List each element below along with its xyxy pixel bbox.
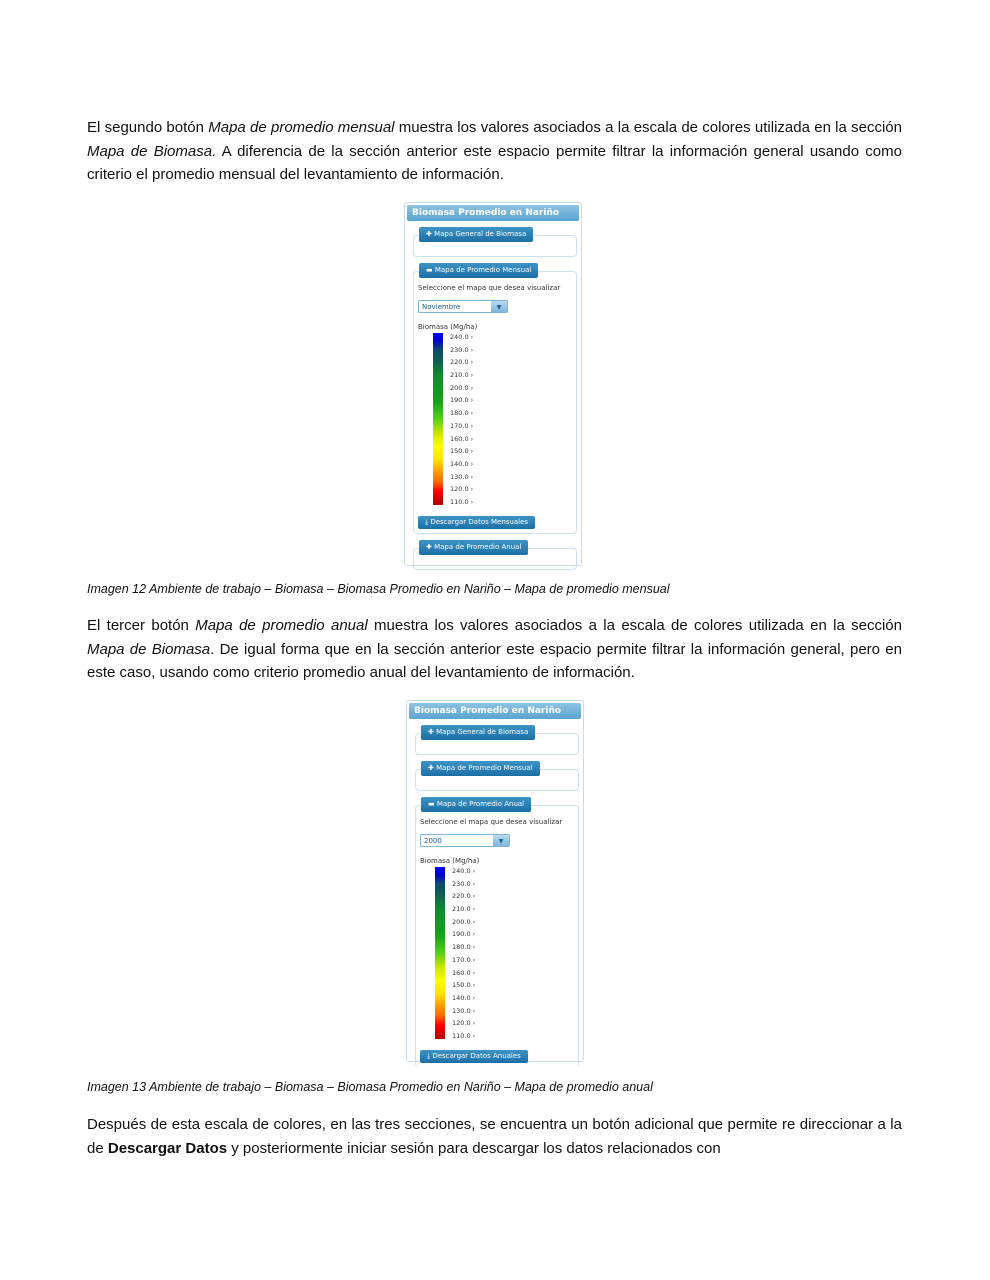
download-mensual-button[interactable]: ⤓ Descargar Datos Mensuales <box>418 516 536 529</box>
scale-tick-label: 110.0 › <box>452 1031 476 1040</box>
scale-tick-label: 180.0 › <box>450 409 474 418</box>
scale-tick-label: 170.0 › <box>452 955 476 964</box>
section-mensual: ▬ Mapa de Promedio Mensual Seleccione el… <box>413 263 577 534</box>
select-prompt: Seleccione el mapa que desea visualizar <box>418 284 561 292</box>
scale-tick-label: 120.0 › <box>452 1019 476 1028</box>
month-select[interactable]: Noviembre ▼ <box>418 300 508 313</box>
section-anual: ✚ Mapa de Promedio Anual <box>413 540 577 570</box>
scale-tick-label: 140.0 › <box>450 459 474 468</box>
scale-tick-label: 230.0 › <box>450 345 474 354</box>
color-scale-bar <box>433 333 443 505</box>
scale-tick-label: 190.0 › <box>450 396 474 405</box>
scale-tick-label: 160.0 › <box>452 968 476 977</box>
scale-tick-label: 110.0 › <box>450 497 474 506</box>
panel-title: Biomasa Promedio en Nariño <box>409 703 581 719</box>
scale-tick-label: 210.0 › <box>452 905 476 914</box>
section-anual: ▬ Mapa de Promedio Anual Seleccione el m… <box>415 797 579 1067</box>
scale-tick-label: 210.0 › <box>450 371 474 380</box>
section-general: ✚ Mapa General de Biomasa <box>413 227 577 257</box>
color-scale-bar <box>435 867 445 1039</box>
paragraph-1: El segundo botón Mapa de promedio mensua… <box>87 119 902 183</box>
scale-tick-label: 200.0 › <box>450 383 474 392</box>
download-anual-button[interactable]: ⤓ Descargar Datos Anuales <box>420 1050 528 1063</box>
color-legend: Biomasa (Mg/ha) 240.0 › 230.0 › 220.0 › 210… <box>420 857 574 1043</box>
biomasa-panel-mensual: Biomasa Promedio en Nariño ✚ Mapa Genera… <box>404 202 582 570</box>
caption-2: Imagen 13 Ambiente de trabajo – Biomasa … <box>87 1080 653 1094</box>
chevron-down-icon: ▼ <box>493 835 509 846</box>
scale-tick-label: 200.0 › <box>452 917 476 926</box>
scale-tick-label: 130.0 › <box>450 472 474 481</box>
scale-tick-label: 220.0 › <box>452 892 476 901</box>
mapa-general-button[interactable]: ✚ Mapa General de Biomasa <box>421 725 536 740</box>
scale-tick-label: 240.0 › <box>452 867 476 875</box>
section-general: ✚ Mapa General de Biomasa <box>415 725 579 755</box>
scale-tick-label: 160.0 › <box>450 434 474 443</box>
paragraph-2: El tercer botón Mapa de promedio anual m… <box>87 617 902 681</box>
mapa-anual-button[interactable]: ▬ Mapa de Promedio Anual <box>421 797 532 812</box>
scale-tick-label: 180.0 › <box>452 943 476 952</box>
caption-1: Imagen 12 Ambiente de trabajo – Biomasa … <box>87 582 670 596</box>
scale-tick-label: 130.0 › <box>452 1006 476 1015</box>
scale-tick-label: 170.0 › <box>450 421 474 430</box>
scale-tick-label: 140.0 › <box>452 993 476 1002</box>
mapa-mensual-button[interactable]: ✚ Mapa de Promedio Mensual <box>421 761 540 776</box>
scale-tick-label: 150.0 › <box>452 981 476 990</box>
year-select[interactable]: 2000 ▼ <box>420 834 510 847</box>
mapa-anual-button[interactable]: ✚ Mapa de Promedio Anual <box>419 540 529 555</box>
scale-tick-label: 190.0 › <box>452 930 476 939</box>
panel-title: Biomasa Promedio en Nariño <box>407 205 579 221</box>
paragraph-3: Después de esta escala de colores, en la… <box>87 1116 902 1157</box>
scale-tick-label: 120.0 › <box>450 485 474 494</box>
biomasa-panel-anual: Biomasa Promedio en Nariño ✚ Mapa Genera… <box>406 700 584 1067</box>
select-prompt: Seleccione el mapa que desea visualizar <box>420 818 563 826</box>
scale-tick-label: 220.0 › <box>450 358 474 367</box>
scale-ticks: 240.0 › 230.0 › 220.0 › 210.0 › 200.0 › 190.0… <box>450 331 473 509</box>
color-legend: Biomasa (Mg/ha) 240.0 › 230.0 › 220.0 › 210… <box>418 323 572 509</box>
mapa-mensual-button[interactable]: ▬ Mapa de Promedio Mensual <box>419 263 539 278</box>
mapa-general-button[interactable]: ✚ Mapa General de Biomasa <box>419 227 534 242</box>
scale-tick-label: 150.0 › <box>450 447 474 456</box>
scale-tick-label: 240.0 › <box>450 333 474 341</box>
scale-tick-label: 230.0 › <box>452 879 476 888</box>
scale-ticks: 240.0 › 230.0 › 220.0 › 210.0 › 200.0 › 190.0… <box>452 865 475 1043</box>
chevron-down-icon: ▼ <box>491 301 507 312</box>
section-mensual: ✚ Mapa de Promedio Mensual <box>415 761 579 791</box>
